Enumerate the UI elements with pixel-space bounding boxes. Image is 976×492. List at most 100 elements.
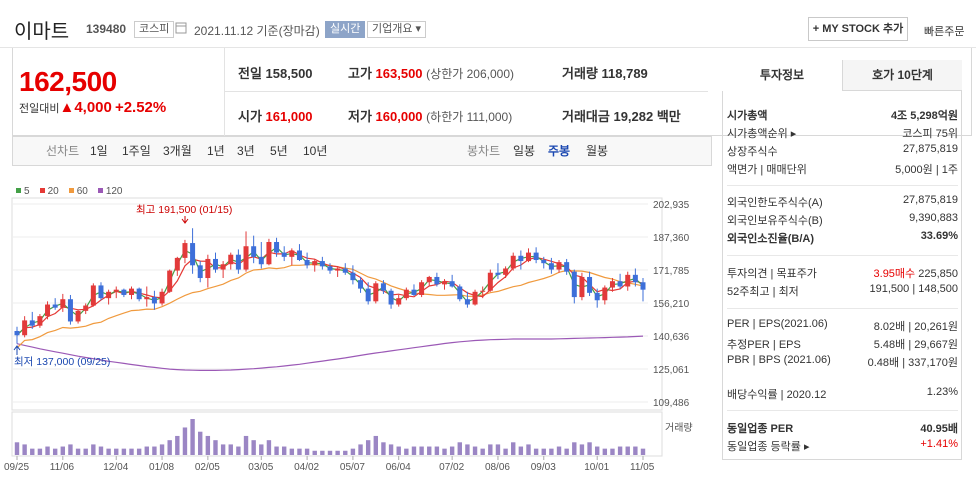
info-label: 액면가 | 매매단위 [727,164,807,176]
volume-bar [22,444,27,455]
candle-body [121,289,127,295]
my-stock-add-button[interactable]: + MY STOCK 추가 [808,17,908,41]
candle-body [564,262,570,272]
info-row: 52주최고 | 최저 191,500 | 148,500 [727,283,958,301]
x-tick-label: 08/06 [485,462,510,473]
info-value: 40.95배 [920,423,958,435]
x-tick-label: 06/04 [386,462,411,473]
info-row: 액면가 | 매매단위 5,000원 | 1주 [727,161,958,179]
realtime-button[interactable]: 실시간 [325,21,366,38]
candle-body [319,261,325,267]
base-date: 2021.11.12 기준(장마감) [194,24,320,38]
candle-body [640,282,646,290]
info-value: 3.95매수 225,850 [873,268,958,280]
volume-bar [434,446,440,455]
volume-bar [503,448,508,455]
volume-bar [343,450,348,455]
period-5[interactable]: 3년 [237,144,255,158]
info-row: 외국인보유주식수(B) 9,390,883 [727,212,958,230]
candle-body [266,242,272,265]
company-info-button[interactable]: 기업개요 ▾ [367,21,427,38]
period-1[interactable]: 1일 [90,144,108,158]
info-value: 5,000원 | 1주 [895,164,958,176]
candle-period-2[interactable]: 주봉 [548,144,571,158]
max-annotation: 최고 191,500 (01/15) [136,204,232,216]
candle-body [579,276,585,298]
ma60-line [16,263,644,349]
volume-bar [488,444,493,455]
period-3[interactable]: 3개월 [163,144,192,158]
volume-bar [381,442,386,455]
divider [727,308,958,309]
volume-bar [610,448,615,455]
volume-bar [320,450,325,455]
low-price: 저가 160,000 (하한가 111,000) [348,109,513,124]
volume-bar [617,446,623,455]
candle-body [335,268,341,271]
candle-body [113,289,119,292]
high-price: 고가 163,500 (상한가 206,000) [348,66,514,81]
volume-bar [411,446,417,455]
period-4[interactable]: 1년 [207,144,225,158]
change-rate: +2.52% [114,99,167,116]
period-7[interactable]: 10년 [303,144,328,158]
info-label: 외국인소진율(B/A) [727,233,814,245]
change-label: 전일대비 [19,103,60,115]
volume-bar [572,442,577,455]
divider [224,48,225,136]
info-row: 배당수익률 | 2020.12 1.23% [727,386,958,404]
volume-bar [182,427,188,455]
candle-body [587,276,593,293]
volume-bar [121,448,127,455]
volume-bar [327,450,333,455]
info-value: 4조 5,298억원 [890,110,958,122]
volume-bar [404,448,409,455]
period-6[interactable]: 5년 [270,144,288,158]
candle-body [327,266,333,271]
x-tick-label: 05/07 [340,462,365,473]
info-value: 191,500 | 148,500 [869,283,959,295]
period-2[interactable]: 1주일 [122,144,151,158]
candle-chart-label: 봉차트 [467,144,501,158]
candle-body [98,285,104,299]
volume-bar [259,444,264,455]
volume-bar [159,444,165,455]
volume-bar [152,446,157,455]
info-value: 27,875,819 [902,194,958,206]
candle-body [373,283,379,302]
volume-bar [167,440,172,455]
x-tick-label: 01/08 [149,462,174,473]
volume-bar [289,448,295,455]
volume-bar [625,446,630,455]
info-label: PER | EPS(2021.06) [727,318,828,330]
volume-bar [427,446,432,455]
candle-body [548,263,554,270]
candle-body [274,242,280,253]
volume-bar [419,446,424,455]
x-tick-label: 04/02 [294,462,319,473]
candle-body [403,289,409,299]
max-arrow [181,216,189,224]
candle-body [388,290,394,305]
volume-bar [228,444,233,455]
calendar-icon [175,22,187,34]
volume-bar [136,448,142,455]
candle-body [281,252,287,257]
quick-order-link[interactable]: 빠른주문 [924,26,965,38]
tab-investment-info[interactable]: 투자정보 [722,60,842,91]
volume-bar [396,446,401,455]
candle-body [228,254,234,265]
volume-bar [388,444,394,455]
candle-body [442,281,448,285]
candle-body [174,257,180,271]
open-price: 시가 161,000 [238,109,313,124]
candle-body [243,246,249,270]
candle-body [22,320,28,336]
candle-period-3[interactable]: 월봉 [586,144,609,158]
legend-ma-20: 20 [39,186,59,197]
volume-bar [60,446,66,455]
volume-bar [312,450,317,455]
candle-period-1[interactable]: 일봉 [513,144,536,158]
tab-quote-10[interactable]: 호가 10단계 [842,60,962,91]
candle-body [464,299,470,305]
